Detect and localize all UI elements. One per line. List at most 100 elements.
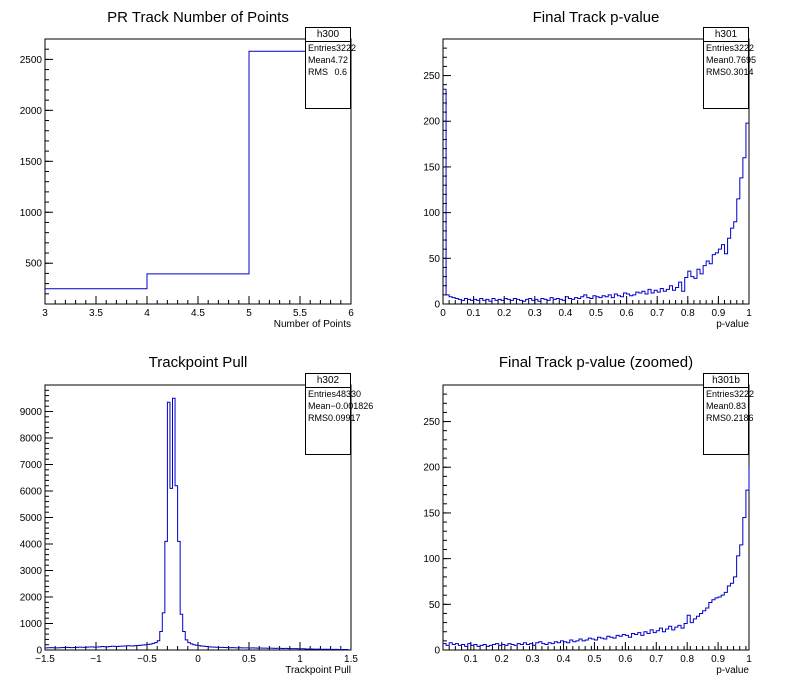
chart-3-stats-key: RMS bbox=[308, 413, 328, 423]
chart-2-xtick-label: 0.6 bbox=[620, 308, 634, 319]
chart-3-ytick-label: 7000 bbox=[20, 460, 43, 471]
chart-1-xtick-label: 5 bbox=[246, 308, 252, 319]
chart-2-xtick-label: 0.1 bbox=[467, 308, 481, 319]
chart-1-ytick-label: 1000 bbox=[20, 208, 43, 219]
chart-2-stats-value: 0.7695 bbox=[728, 55, 757, 65]
chart-3-stats-row: Mean −0.001826 bbox=[306, 400, 373, 412]
chart-2-xtick-label: 0.3 bbox=[528, 308, 542, 319]
chart-2-xtick-label: 0.5 bbox=[589, 308, 603, 319]
chart-4-stats-key: RMS bbox=[706, 413, 726, 423]
chart-4-stats-value: 0.2186 bbox=[726, 413, 754, 423]
chart-1-stats-value: 3222 bbox=[336, 43, 357, 53]
chart-3-stats-value: 48330 bbox=[336, 389, 362, 399]
chart-1-panel: PR Track Number of Points 3 3.5 4 4.5 5 5.5 6 50… bbox=[20, 9, 354, 330]
chart-4-xtick-label: 0.2 bbox=[495, 654, 509, 665]
chart-1-stats-row: Mean 4.72 bbox=[306, 54, 350, 66]
chart-2-ytick-label: 250 bbox=[423, 71, 440, 82]
chart-2-stats-value: 3222 bbox=[734, 43, 755, 53]
chart-3-stats-row: Entries 48330 bbox=[306, 388, 361, 400]
chart-2-xtick-label: 1 bbox=[746, 308, 752, 319]
chart-4-stats-key: Entries bbox=[706, 389, 735, 399]
chart-4-histogram-line bbox=[443, 467, 750, 647]
chart-4-xtick-label: 0.1 bbox=[464, 654, 478, 665]
chart-2-title: Final Track p-value bbox=[533, 9, 660, 26]
chart-2-stats-value: 0.3014 bbox=[726, 67, 754, 77]
chart-4-ytick-label: 100 bbox=[423, 554, 440, 565]
chart-2-stats-key: Entries bbox=[706, 43, 735, 53]
chart-3-ytick-label: 1000 bbox=[20, 619, 43, 630]
chart-1-xtick-label: 5.5 bbox=[293, 308, 307, 319]
chart-2-stats-name: h301 bbox=[704, 28, 748, 42]
chart-4-xtick-label: 0.8 bbox=[680, 654, 694, 665]
chart-1-ytick-label: 2500 bbox=[20, 55, 43, 66]
chart-3-ytick-label: 8000 bbox=[20, 434, 43, 445]
chart-4-stats-value: 3222 bbox=[734, 389, 755, 399]
chart-3-ytick-label: 4000 bbox=[20, 540, 43, 551]
chart-3-stats-box: h302 Entries 48330 Mean −0.001826 RMS 0.09917 bbox=[305, 373, 373, 455]
chart-3-stats-row: RMS 0.09917 bbox=[306, 412, 361, 424]
chart-2-stats-row: RMS 0.3014 bbox=[704, 66, 754, 78]
chart-2-stats-box: h301 Entries 3222 Mean 0.7695 RMS 0.3014 bbox=[703, 27, 756, 109]
chart-3-ytick-label: 0 bbox=[36, 646, 42, 657]
chart-2-xtick-label: 0.4 bbox=[558, 308, 572, 319]
chart-4-xtick-label: 1 bbox=[746, 654, 752, 665]
chart-2-stats-key: Mean bbox=[706, 55, 729, 65]
chart-1-stats-key: Mean bbox=[308, 55, 331, 65]
chart-4-stats-row: RMS 0.2186 bbox=[704, 412, 754, 424]
chart-3-ytick-label: 5000 bbox=[20, 513, 43, 524]
chart-2-histogram-line bbox=[443, 88, 749, 302]
chart-1-xtick-label: 4.5 bbox=[191, 308, 205, 319]
chart-3-stats-key: Entries bbox=[308, 389, 337, 399]
chart-2-xtick-label: 0.7 bbox=[650, 308, 664, 319]
chart-1-ytick-label: 500 bbox=[25, 259, 42, 270]
chart-4-stats-row: Mean 0.83 bbox=[704, 400, 748, 412]
chart-4-stats-value: 0.83 bbox=[728, 401, 747, 411]
chart-4-ytick-label: 250 bbox=[423, 417, 440, 428]
chart-3-xtick-label: −1.5 bbox=[35, 654, 55, 665]
chart-1-stats-value: 4.72 bbox=[330, 55, 349, 65]
chart-1-ytick-label: 2000 bbox=[20, 106, 43, 117]
chart-4-stats-key: Mean bbox=[706, 401, 729, 411]
chart-2-xlabel: p-value bbox=[716, 319, 749, 330]
chart-4-xlabel: p-value bbox=[716, 665, 749, 676]
chart-1-stats-key: RMS bbox=[308, 67, 328, 77]
chart-3-xtick-label: −0.5 bbox=[137, 654, 157, 665]
chart-3-xtick-label: 1 bbox=[297, 654, 303, 665]
chart-3-stats-value: 0.09917 bbox=[328, 413, 361, 423]
chart-3-title: Trackpoint Pull bbox=[149, 354, 248, 371]
chart-1-histogram-line bbox=[45, 50, 351, 290]
chart-4-xtick-label: 0.5 bbox=[588, 654, 602, 665]
chart-3-xlabel: Trackpoint Pull bbox=[285, 665, 351, 676]
chart-1-ytick-label: 1500 bbox=[20, 157, 43, 168]
chart-4-frame bbox=[442, 384, 750, 651]
chart-4-title: Final Track p-value (zoomed) bbox=[499, 354, 693, 371]
chart-2-ytick-label: 0 bbox=[434, 300, 440, 311]
chart-2-ytick-label: 50 bbox=[429, 254, 441, 265]
chart-1-xtick-label: 6 bbox=[348, 308, 354, 319]
chart-4-xtick-label: 0.7 bbox=[649, 654, 663, 665]
chart-4-stats-name: h301b bbox=[704, 374, 748, 388]
chart-2-stats-row: Entries 3222 bbox=[704, 42, 754, 54]
chart-2-xtick-label: 0.9 bbox=[711, 308, 725, 319]
chart-1-stats-key: Entries bbox=[308, 43, 337, 53]
chart-4-ytick-label: 150 bbox=[423, 508, 440, 519]
chart-3-histogram-line bbox=[45, 397, 349, 650]
chart-1-stats-name: h300 bbox=[306, 28, 350, 42]
chart-1-stats-box: h300 Entries 3222 Mean 4.72 RMS 0.6 bbox=[305, 27, 356, 109]
chart-3-xtick-label: 0 bbox=[195, 654, 201, 665]
chart-3-stats-value: −0.001826 bbox=[330, 401, 374, 411]
chart-3-ytick-label: 3000 bbox=[20, 566, 43, 577]
chart-3-ytick-label: 2000 bbox=[20, 593, 43, 604]
chart-3-xtick-label: 0.5 bbox=[242, 654, 256, 665]
chart-1-xtick-label: 3 bbox=[42, 308, 48, 319]
chart-2-ytick-label: 150 bbox=[423, 162, 440, 173]
chart-3-ytick-label: 9000 bbox=[20, 407, 43, 418]
chart-3-stats-key: Mean bbox=[308, 401, 331, 411]
chart-1-stats-row: Entries 3222 bbox=[306, 42, 356, 54]
chart-1-title: PR Track Number of Points bbox=[107, 9, 289, 26]
chart-3-ytick-label: 6000 bbox=[20, 487, 43, 498]
chart-3-panel: Trackpoint Pull −1.5 −1 −0.5 0 0.5 1 1.5 0 1000 20… bbox=[20, 354, 359, 676]
chart-1-xtick-label: 4 bbox=[144, 308, 150, 319]
chart-2-panel: Final Track p-value 0 0.1 0.2 0.3 0.4 0.5 0.6 0.… bbox=[423, 9, 752, 330]
